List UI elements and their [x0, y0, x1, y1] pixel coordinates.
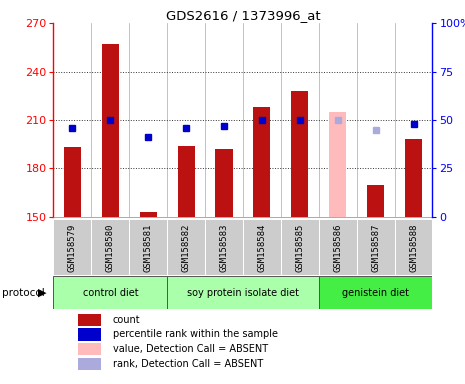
Text: GSM158583: GSM158583	[219, 223, 228, 272]
Text: GSM158587: GSM158587	[371, 223, 380, 272]
Bar	[53, 276, 167, 309]
Text: GSM158582: GSM158582	[182, 223, 191, 272]
Bar	[102, 44, 119, 217]
Bar	[205, 219, 243, 275]
Text: percentile rank within the sample: percentile rank within the sample	[113, 329, 278, 339]
Bar	[319, 219, 357, 275]
Text: GSM158588: GSM158588	[409, 223, 418, 272]
Text: soy protein isolate diet: soy protein isolate diet	[187, 288, 299, 298]
Bar	[64, 147, 81, 217]
Bar	[140, 212, 157, 217]
Text: rank, Detection Call = ABSENT: rank, Detection Call = ABSENT	[113, 359, 263, 369]
Bar	[167, 219, 205, 275]
Bar	[291, 91, 308, 217]
Bar	[243, 219, 281, 275]
Text: count: count	[113, 314, 140, 325]
Bar	[394, 219, 432, 275]
Text: GSM158581: GSM158581	[144, 223, 153, 272]
Bar	[253, 107, 271, 217]
Text: value, Detection Call = ABSENT: value, Detection Call = ABSENT	[113, 344, 268, 354]
Text: GSM158579: GSM158579	[68, 223, 77, 272]
Text: genistein diet: genistein diet	[342, 288, 409, 298]
Bar	[329, 112, 346, 217]
Text: protocol: protocol	[2, 288, 45, 298]
Bar	[53, 219, 91, 275]
Text: GSM158580: GSM158580	[106, 223, 115, 272]
Bar	[78, 314, 100, 326]
Bar	[357, 219, 394, 275]
Bar	[319, 276, 432, 309]
Bar	[78, 343, 100, 355]
Title: GDS2616 / 1373996_at: GDS2616 / 1373996_at	[166, 9, 320, 22]
Bar	[367, 185, 384, 217]
Text: GSM158585: GSM158585	[295, 223, 304, 272]
Text: ▶: ▶	[38, 288, 46, 298]
Bar	[167, 276, 319, 309]
Bar	[178, 146, 195, 217]
Text: GSM158586: GSM158586	[333, 223, 342, 272]
Text: GSM158584: GSM158584	[258, 223, 266, 272]
Bar	[78, 328, 100, 341]
Bar	[78, 358, 100, 370]
Text: control diet: control diet	[82, 288, 138, 298]
Bar	[129, 219, 167, 275]
Bar	[405, 139, 422, 217]
Bar	[91, 219, 129, 275]
Bar	[281, 219, 319, 275]
Bar	[215, 149, 232, 217]
